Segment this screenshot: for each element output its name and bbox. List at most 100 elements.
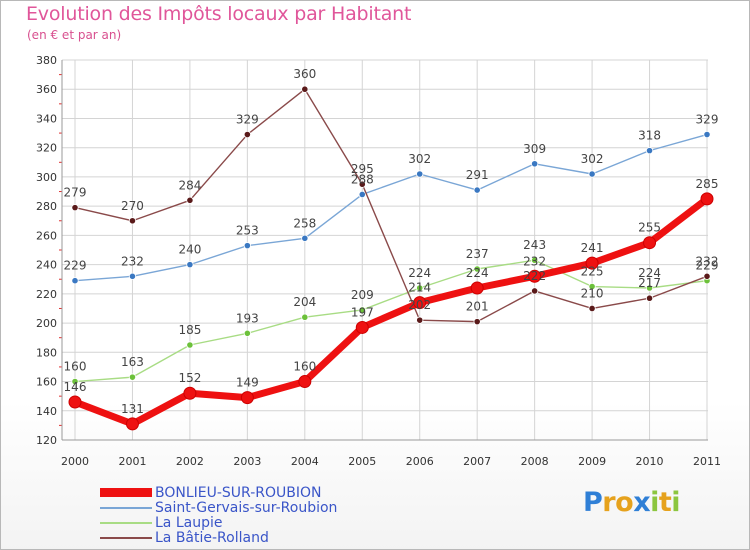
proxiti-logo: Proxiti <box>583 487 681 518</box>
y-tick-label: 120 <box>36 434 57 447</box>
data-point <box>588 282 596 291</box>
data-label: 258 <box>293 216 316 230</box>
y-tick-label: 160 <box>36 376 57 389</box>
series-line <box>74 259 708 383</box>
data-point <box>585 256 599 270</box>
data-point <box>588 170 596 178</box>
y-tick-label: 240 <box>36 259 57 272</box>
data-label: 149 <box>236 376 259 390</box>
data-label: 197 <box>351 305 374 319</box>
data-label: 202 <box>408 298 431 312</box>
data-label: 160 <box>293 360 316 374</box>
x-tick-label: 2005 <box>348 455 376 468</box>
data-point <box>186 261 194 269</box>
legend-swatch <box>100 537 152 539</box>
y-tick-label: 300 <box>36 171 57 184</box>
data-point <box>413 296 427 310</box>
data-label: 295 <box>351 162 374 176</box>
data-label: 224 <box>466 266 489 280</box>
logo-letter: o <box>615 487 634 518</box>
data-point <box>416 284 424 292</box>
data-point <box>531 287 539 295</box>
series-line <box>71 195 711 428</box>
data-point <box>358 306 366 314</box>
data-point <box>643 236 657 250</box>
data-label: 237 <box>466 247 489 261</box>
x-tick-label: 2009 <box>578 455 606 468</box>
series-0 <box>68 192 714 431</box>
data-point <box>301 313 309 321</box>
data-point <box>358 190 366 199</box>
x-tick-label: 2006 <box>406 455 434 468</box>
data-point <box>470 281 484 295</box>
data-label: 224 <box>638 266 661 280</box>
x-tick-label: 2000 <box>61 455 89 468</box>
data-point <box>528 269 542 283</box>
data-label: 285 <box>696 177 719 191</box>
legend-swatch <box>100 488 152 497</box>
data-point <box>416 170 424 178</box>
data-point <box>588 304 596 313</box>
data-label: 270 <box>121 199 144 213</box>
data-label: 229 <box>696 259 719 273</box>
chart-subtitle: (en € et par an) <box>27 28 122 42</box>
data-label: 232 <box>121 254 144 268</box>
data-point <box>645 284 654 292</box>
data-point <box>645 147 654 155</box>
data-label: 302 <box>408 152 431 166</box>
data-point <box>301 234 309 242</box>
y-tick-label: 260 <box>36 229 57 242</box>
data-label: 253 <box>236 224 259 238</box>
data-label: 163 <box>121 355 144 369</box>
data-point <box>703 130 711 139</box>
data-point <box>71 377 79 386</box>
data-label: 224 <box>408 266 431 280</box>
data-label: 185 <box>178 323 201 337</box>
y-tick-label: 280 <box>36 200 57 213</box>
y-tick-label: 340 <box>36 112 57 125</box>
data-label: 225 <box>581 265 604 279</box>
x-tick-label: 2011 <box>693 455 721 468</box>
data-point <box>125 417 139 431</box>
y-tick-label: 200 <box>36 317 57 330</box>
data-point <box>68 395 82 409</box>
data-label: 232 <box>523 254 546 268</box>
data-point <box>473 186 481 194</box>
y-tick-label: 360 <box>36 83 57 96</box>
data-point <box>358 180 366 188</box>
x-tick-label: 2001 <box>118 455 146 468</box>
data-label: 214 <box>408 281 431 295</box>
data-point <box>355 320 369 334</box>
data-point <box>128 217 137 225</box>
x-tick-label: 2010 <box>636 455 664 468</box>
data-label: 288 <box>351 172 374 186</box>
data-point <box>128 272 137 280</box>
data-point <box>186 341 194 349</box>
data-label: 279 <box>64 186 87 200</box>
data-point <box>645 294 654 302</box>
data-label: 160 <box>64 360 87 374</box>
data-point <box>416 316 424 324</box>
data-point <box>298 375 312 389</box>
data-label: 201 <box>466 300 489 314</box>
series-1 <box>71 130 711 285</box>
legend-label: La Bâtie-Rolland <box>155 530 269 546</box>
y-tick-label: 320 <box>36 142 57 155</box>
data-point <box>473 318 481 326</box>
data-point <box>240 391 254 405</box>
data-point <box>128 373 137 381</box>
data-label: 309 <box>523 142 546 156</box>
data-point <box>700 192 714 206</box>
data-label: 240 <box>178 243 201 257</box>
data-label: 131 <box>121 402 144 416</box>
data-label: 209 <box>351 288 374 302</box>
data-point <box>186 196 194 204</box>
data-point <box>243 130 251 139</box>
data-label: 329 <box>696 113 719 127</box>
data-label: 243 <box>523 238 546 252</box>
data-label: 152 <box>178 371 201 385</box>
data-label: 204 <box>293 295 316 309</box>
data-point <box>243 242 251 250</box>
